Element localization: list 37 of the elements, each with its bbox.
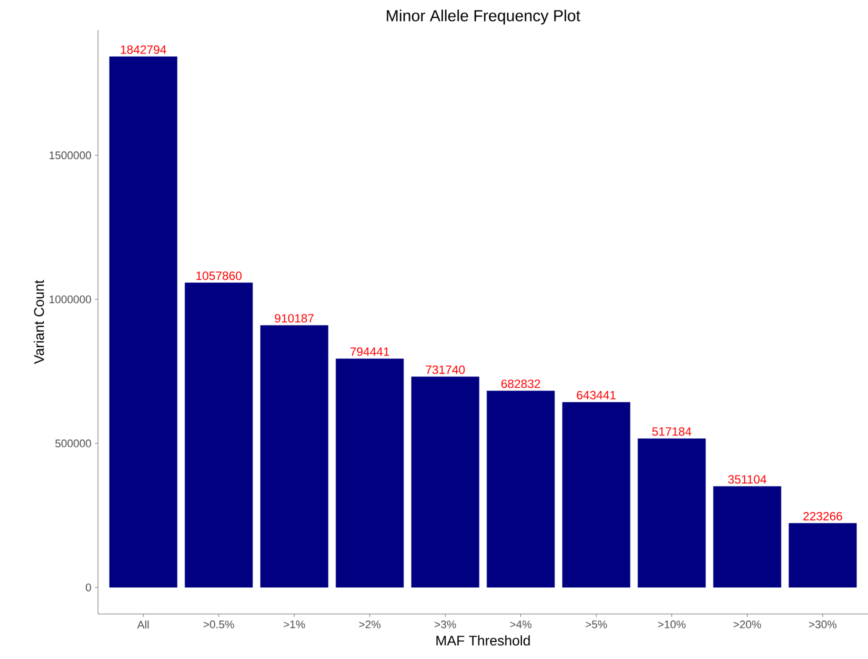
data-label: 794441 — [350, 347, 390, 356]
bar — [713, 486, 782, 588]
x-tick-label: >4% — [510, 620, 532, 628]
data-label: 517184 — [652, 427, 692, 436]
data-label: 1057860 — [196, 272, 242, 280]
data-label: 682832 — [501, 380, 540, 388]
x-tick-label: >30% — [809, 620, 836, 628]
y-tick-label: 1500000 — [50, 151, 92, 160]
bar — [109, 56, 178, 588]
y-tick-label: 1000000 — [50, 295, 92, 304]
x-tick-label: All — [137, 620, 149, 628]
x-tick-label: >2% — [359, 620, 380, 628]
chart-title: Minor Allele Frequency Plot — [386, 10, 580, 24]
x-tick-label: >20% — [734, 620, 761, 628]
bar — [336, 358, 404, 588]
bar — [638, 438, 706, 588]
x-tick-label: >3% — [434, 620, 456, 628]
y-tick-label: 500000 — [55, 440, 92, 448]
data-label: 731740 — [426, 365, 465, 374]
data-label: 643441 — [576, 390, 616, 400]
y-tick-label: 0 — [86, 584, 92, 592]
bar — [486, 390, 555, 588]
data-label: 223266 — [803, 512, 842, 520]
bar — [788, 523, 857, 588]
bar — [184, 282, 253, 588]
data-label: 910187 — [274, 314, 314, 323]
x-tick-label: >5% — [586, 620, 607, 628]
bar — [411, 376, 480, 588]
bar — [562, 402, 630, 588]
data-label: 351104 — [728, 475, 766, 484]
bar — [260, 325, 328, 588]
x-tick-label: >1% — [284, 620, 305, 628]
data-label: 1842794 — [120, 45, 166, 54]
x-axis-title: MAF Threshold — [436, 635, 530, 646]
x-tick-label: >0.5% — [204, 620, 234, 628]
x-tick-label: >10% — [658, 620, 686, 628]
y-axis-title: Variant Count — [34, 280, 44, 364]
